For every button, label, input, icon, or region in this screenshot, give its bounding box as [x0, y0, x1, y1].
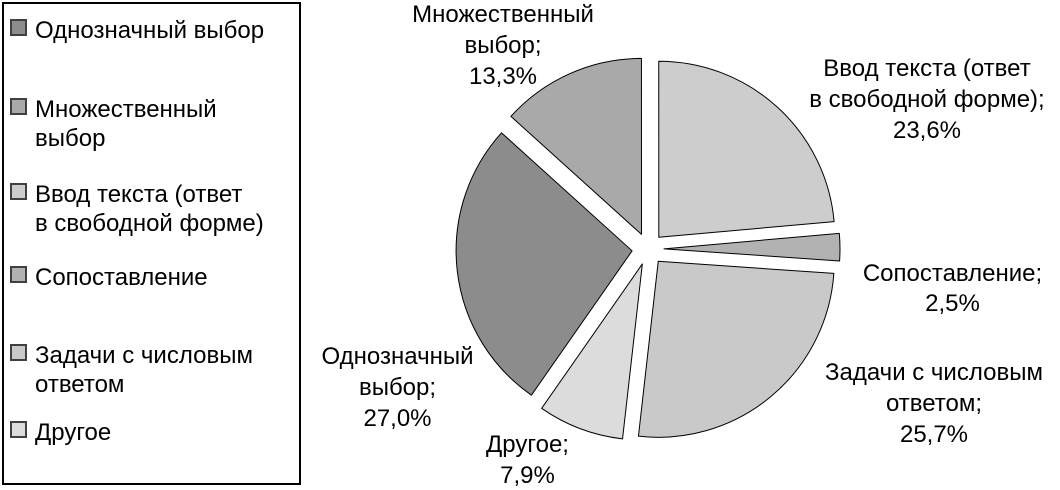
legend-item-text-input[interactable]: Ввод текста (ответ в свободной форме)	[8, 180, 297, 238]
slice-label-text-input: Ввод текста (ответ в свободной форме); 2…	[809, 55, 1045, 144]
pie-slice-2[interactable]	[510, 57, 642, 235]
slice-label-other: Другое; 7,9%	[486, 431, 569, 489]
legend-item-other[interactable]: Другое	[8, 418, 297, 447]
legend-item-label: Другое	[35, 419, 112, 446]
legend-item-matching[interactable]: Сопоставление	[8, 263, 297, 292]
pie-slice-1[interactable]	[455, 132, 633, 396]
legend-swatch-icon	[10, 19, 27, 36]
legend-item-label: Множественный выбор	[35, 96, 217, 152]
pie-slice-4[interactable]	[663, 232, 841, 262]
legend-swatch-icon	[10, 344, 27, 361]
legend-item-label: Однозначный выбор	[35, 17, 265, 44]
slice-label-single-choice: Однозначный выбор; 27,0%	[321, 343, 474, 432]
legend-item-label: Задачи с числовым ответом	[35, 342, 253, 398]
pie-slice-5[interactable]	[637, 260, 835, 438]
legend-swatch-icon	[10, 183, 27, 200]
legend-swatch-icon	[10, 421, 27, 438]
legend-item-numeric-answer[interactable]: Задачи с числовым ответом	[8, 341, 297, 399]
legend-swatch-icon	[10, 266, 27, 283]
legend-swatch-icon	[10, 98, 27, 115]
pie-slice-6[interactable]	[541, 263, 643, 440]
legend-item-single-choice[interactable]: Однозначный выбор	[8, 16, 297, 45]
legend-item-label: Сопоставление	[35, 264, 208, 291]
slice-label-multiple-choice: Множественный выбор; 13,3%	[412, 1, 594, 90]
chart-legend: Однозначный выбор Множественный выбор Вв…	[2, 2, 301, 485]
legend-item-label: Ввод текста (ответ в свободной форме)	[35, 181, 264, 237]
slice-label-matching: Сопоставление; 2,5%	[862, 260, 1043, 317]
pie-slice-3[interactable]	[658, 60, 835, 238]
legend-item-multiple-choice[interactable]: Множественный выбор	[8, 95, 297, 153]
slice-label-numeric-answer: Задачи с числовым ответом; 25,7%	[825, 359, 1043, 448]
